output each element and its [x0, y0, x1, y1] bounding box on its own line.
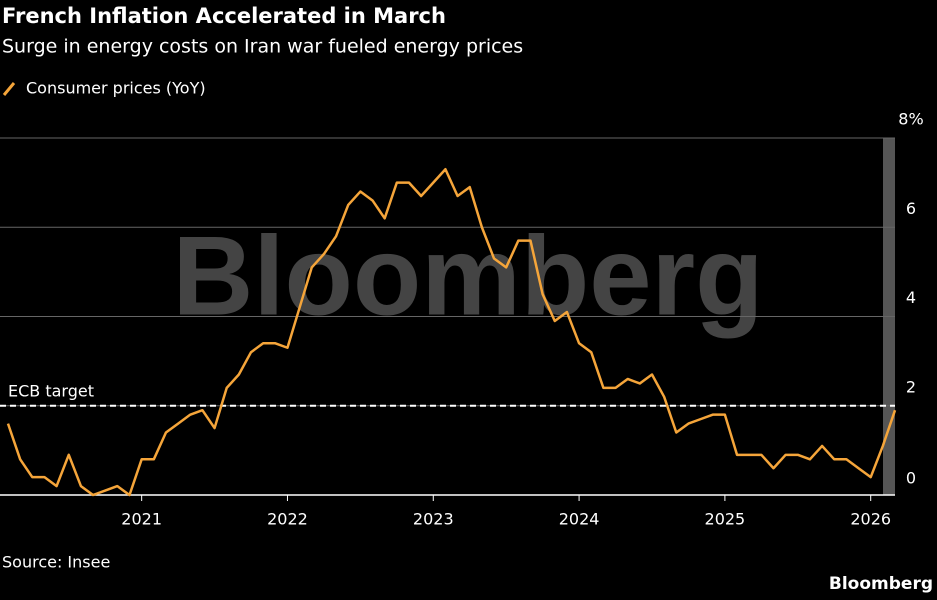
legend-swatch — [2, 82, 16, 96]
y-tick-label: 4 — [906, 288, 916, 307]
y-tick-label: 0 — [906, 469, 916, 488]
ecb-target-label: ECB target — [8, 381, 94, 400]
x-tick-label: 2022 — [267, 510, 308, 529]
x-tick-label: 2026 — [850, 510, 891, 529]
y-tick-label: 2 — [906, 377, 916, 396]
chart-subtitle: Surge in energy costs on Iran war fueled… — [2, 36, 523, 58]
x-tick-label: 2024 — [559, 510, 600, 529]
x-tick-label: 2021 — [121, 510, 162, 529]
y-tick-label: 6 — [906, 199, 916, 218]
y-tick-label: 8% — [898, 110, 923, 129]
line-series — [6, 167, 897, 497]
watermark: Bloomberg — [172, 214, 763, 339]
legend-label: Consumer prices (YoY) — [26, 79, 206, 98]
branding: Bloomberg — [829, 574, 933, 594]
x-tick-label: 2023 — [413, 510, 454, 529]
x-tick-label: 2025 — [705, 510, 746, 529]
source: Source: Insee — [2, 553, 110, 572]
chart-title: French Inflation Accelerated in March — [2, 4, 446, 28]
